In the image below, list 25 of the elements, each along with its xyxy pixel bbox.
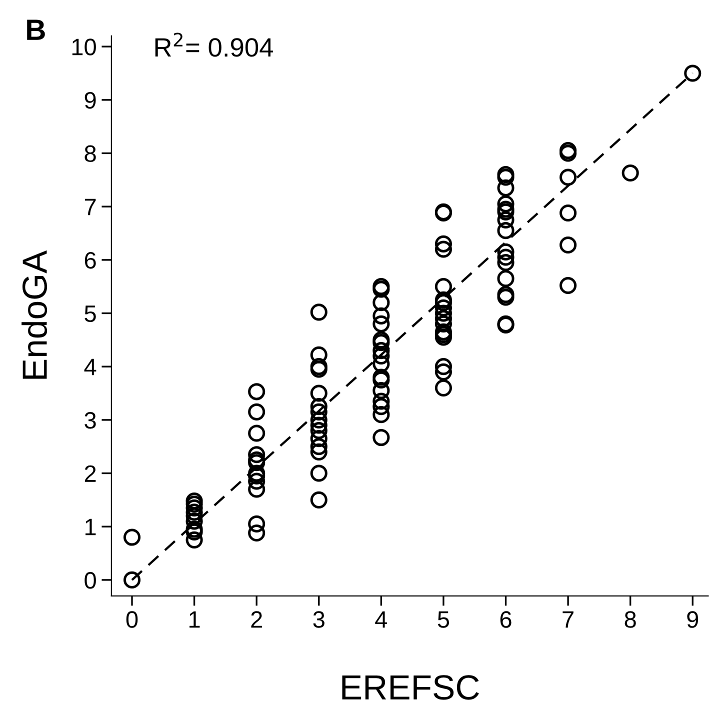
y-tick-label: 5 <box>84 306 96 322</box>
x-tick-label: 5 <box>438 611 450 628</box>
x-tick-label: 0 <box>126 611 138 628</box>
x-tick-label: 9 <box>687 611 698 628</box>
x-tick-label: 4 <box>375 611 388 628</box>
x-tick-label: 2 <box>251 611 262 628</box>
chart-title: B <box>27 20 45 40</box>
y-tick-label: 6 <box>84 252 96 269</box>
y-tick-label: 4 <box>84 358 96 376</box>
y-tick-label: 7 <box>84 198 96 216</box>
y-tick-label: 3 <box>84 412 96 429</box>
x-tick-label: 8 <box>624 611 636 628</box>
x-axis-title: EREFSC <box>342 675 479 700</box>
annotation: R$^{2}$= 0.904 <box>155 32 274 57</box>
x-tick-label: 7 <box>562 611 574 628</box>
y-tick-label: 10 <box>72 38 96 56</box>
y-tick-label: 0 <box>84 572 96 589</box>
y-tick-label: 9 <box>84 92 96 109</box>
x-tick-label: 1 <box>190 611 200 628</box>
y-tick-label: 8 <box>84 145 96 162</box>
x-tick-label: 3 <box>313 611 324 628</box>
y-axis-title: EndoGA <box>22 250 48 379</box>
y-tick-label: 2 <box>84 465 96 482</box>
y-tick-label: 1 <box>86 518 96 536</box>
x-tick-label: 6 <box>500 611 512 628</box>
